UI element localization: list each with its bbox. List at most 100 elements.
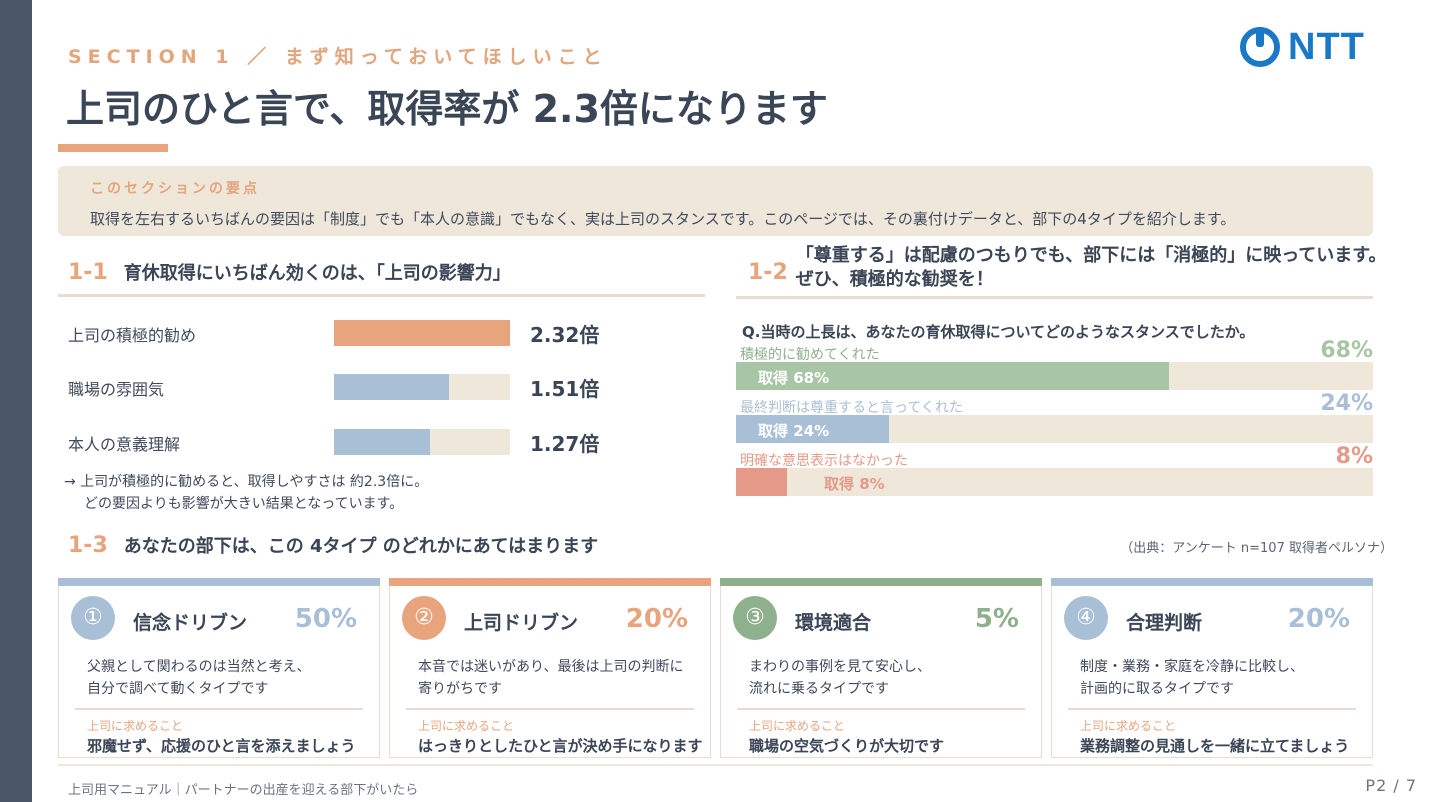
section-1-3-title: あなたの部下は、この 4タイプ のどれかにあてはまります bbox=[123, 536, 599, 557]
footer-rule bbox=[58, 764, 1373, 766]
stance-fill bbox=[736, 468, 787, 496]
card-top-accent bbox=[389, 578, 711, 586]
summary-text: 取得を左右するいちばんの要因は「制度」でも「本人の意識」でもなく、実は上司のスタ… bbox=[90, 210, 1236, 228]
persona-card: ③ 環境適合 5% まわりの事例を見て安心し、 流れに乗るタイプです 上司に求め… bbox=[720, 578, 1042, 758]
influence-note: → 上司が積極的に勧めると、取得しやすさは 約2.3倍に。 どの要因よりも影響が… bbox=[64, 471, 428, 515]
card-description: 本音では迷いがあり、最後は上司の判断に 寄りがちです bbox=[418, 656, 683, 700]
stance-bar-label: 取得 68% bbox=[758, 369, 830, 387]
section-1-2-rule bbox=[736, 296, 1373, 299]
section-1-2-heading: 1-2 「尊重する」は配慮のつもりでも、部下には「消極的」に映っています。 ぜひ… bbox=[748, 244, 1387, 292]
card-ask-label: 上司に求めること bbox=[1080, 719, 1177, 733]
card-percent: 20% bbox=[625, 604, 688, 634]
influence-bar-label: 本人の意義理解 bbox=[68, 435, 181, 454]
side-accent-bar bbox=[0, 0, 32, 802]
influence-bar-label: 上司の積極的勧め bbox=[68, 326, 197, 345]
stance-label: 最終判断は尊重すると言ってくれた bbox=[740, 400, 963, 416]
card-number-badge: ① bbox=[71, 596, 115, 640]
footer-text: 上司用マニュアル｜パートナーの出産を迎える部下がいたら bbox=[68, 783, 419, 798]
card-ask-label: 上司に求めること bbox=[87, 719, 184, 733]
influence-bar-track bbox=[334, 429, 510, 455]
card-description-line: 自分で調べて動くタイプです bbox=[87, 681, 269, 697]
card-number-badge: ③ bbox=[733, 596, 777, 640]
card-description-line: 流れに乗るタイプです bbox=[749, 681, 889, 697]
influence-bar-row: 職場の雰囲気 1.51倍 bbox=[68, 373, 628, 401]
card-description: まわりの事例を見て安心し、 流れに乗るタイプです bbox=[749, 656, 931, 700]
card-description-line: 本音では迷いがあり、最後は上司の判断に bbox=[418, 659, 684, 675]
stance-fill bbox=[736, 362, 1170, 390]
influence-bar-fill bbox=[334, 374, 449, 400]
card-percent: 20% bbox=[1287, 604, 1350, 634]
section-1-3-heading: 1-3 あなたの部下は、この 4タイプ のどれかにあてはまります bbox=[68, 533, 598, 559]
section-1-2-title: 「尊重する」は配慮のつもりでも、部下には「消極的」に映っています。 ぜひ、積極的… bbox=[796, 244, 1387, 292]
persona-card: ④ 合理判断 20% 制度・業務・家庭を冷静に比較し、 計画的に取るタイプです … bbox=[1051, 578, 1373, 758]
stance-fill bbox=[736, 415, 889, 443]
stance-bar-label: 取得 24% bbox=[758, 422, 830, 440]
persona-card: ① 信念ドリブン 50% 父親として関わるのは当然と考え、 自分で調べて動くタイ… bbox=[58, 578, 380, 758]
stance-percent: 24% bbox=[1320, 391, 1373, 416]
card-top-accent bbox=[1051, 578, 1373, 586]
summary-box: このセクションの要点 取得を左右するいちばんの要因は「制度」でも「本人の意識」で… bbox=[58, 166, 1373, 236]
stance-row: 最終判断は尊重すると言ってくれた 24% 取得 24% bbox=[736, 391, 1373, 453]
card-top-accent bbox=[720, 578, 1042, 586]
card-description-line: 父親として関わるのは当然と考え、 bbox=[87, 659, 311, 675]
summary-label: このセクションの要点 bbox=[90, 181, 260, 197]
source-note: （出典：アンケート n=107 取得者ペルソナ） bbox=[1120, 541, 1393, 556]
section-1-1-rule bbox=[58, 294, 705, 297]
section-1-3-number: 1-3 bbox=[68, 533, 108, 558]
card-divider bbox=[737, 708, 1025, 710]
survey-question: Q.当時の上長は、あなたの育休取得についてどのようなスタンスでしたか。 bbox=[742, 323, 1255, 341]
card-divider bbox=[75, 708, 363, 710]
influence-bar-value: 1.27倍 bbox=[530, 432, 600, 456]
stance-row: 明確な意思表示はなかった 8% 取得 8% bbox=[736, 444, 1373, 506]
card-percent: 50% bbox=[294, 604, 357, 634]
section-1-2-number: 1-2 bbox=[748, 260, 788, 285]
influence-note-line: → 上司が積極的に勧めると、取得しやすさは 約2.3倍に。 bbox=[64, 474, 429, 490]
ntt-logo-text: NTT bbox=[1288, 25, 1365, 68]
card-description-line: 制度・業務・家庭を冷静に比較し、 bbox=[1080, 659, 1304, 675]
influence-bar-fill bbox=[334, 429, 431, 455]
card-ask: はっきりとしたひと言が決め手になります bbox=[418, 737, 703, 755]
ntt-logo-mark-icon bbox=[1240, 27, 1280, 67]
stance-label: 積極的に勧めてくれた bbox=[740, 347, 880, 363]
influence-bar-label: 職場の雰囲気 bbox=[68, 380, 165, 399]
stance-track: 取得 24% bbox=[736, 415, 1373, 443]
card-percent: 5% bbox=[974, 604, 1019, 634]
card-ask-label: 上司に求めること bbox=[418, 719, 515, 733]
stance-bar-label: 取得 8% bbox=[824, 475, 885, 493]
card-number-badge: ④ bbox=[1064, 596, 1108, 640]
influence-bar-track bbox=[334, 320, 510, 346]
influence-bar-value: 2.32倍 bbox=[530, 323, 600, 347]
card-description: 制度・業務・家庭を冷静に比較し、 計画的に取るタイプです bbox=[1080, 656, 1304, 700]
influence-bar-fill bbox=[334, 320, 510, 346]
card-ask: 邪魔せず、応援のひと言を添えましょう bbox=[87, 737, 356, 755]
card-description-line: 計画的に取るタイプです bbox=[1080, 681, 1234, 697]
stance-percent: 68% bbox=[1320, 338, 1373, 363]
section-label: SECTION 1 ／ まず知っておいてほしいこと bbox=[68, 46, 608, 68]
stance-track: 取得 8% bbox=[736, 468, 1373, 496]
card-name: 合理判断 bbox=[1126, 612, 1203, 634]
stance-percent: 8% bbox=[1335, 444, 1373, 469]
card-divider bbox=[1068, 708, 1356, 710]
card-ask: 職場の空気づくりが大切です bbox=[749, 737, 945, 755]
title-underline bbox=[58, 144, 168, 152]
section-1-2-title-line: 「尊重する」は配慮のつもりでも、部下には「消極的」に映っています。 bbox=[795, 245, 1387, 266]
ntt-logo: NTT bbox=[1240, 26, 1365, 68]
card-description-line: まわりの事例を見て安心し、 bbox=[749, 659, 931, 675]
influence-note-line: どの要因よりも影響が大きい結果となっています。 bbox=[84, 496, 404, 512]
card-description-line: 寄りがちです bbox=[418, 681, 502, 697]
section-1-1-number: 1-1 bbox=[68, 260, 108, 285]
stance-label: 明確な意思表示はなかった bbox=[740, 453, 908, 469]
card-ask-label: 上司に求めること bbox=[749, 719, 846, 733]
influence-bar-track bbox=[334, 374, 510, 400]
card-top-accent bbox=[58, 578, 380, 586]
page-title: 上司のひと言で、取得率が 2.3倍になります bbox=[66, 87, 828, 131]
card-name: 環境適合 bbox=[795, 612, 872, 634]
influence-bar-row: 本人の意義理解 1.27倍 bbox=[68, 428, 628, 456]
card-name: 信念ドリブン bbox=[133, 612, 248, 634]
card-description: 父親として関わるのは当然と考え、 自分で調べて動くタイプです bbox=[87, 656, 311, 700]
section-1-1-heading: 1-1 育休取得にいちばん効くのは、「上司の影響力」 bbox=[68, 260, 511, 286]
persona-card: ② 上司ドリブン 20% 本音では迷いがあり、最後は上司の判断に 寄りがちです … bbox=[389, 578, 711, 758]
card-ask: 業務調整の見通しを一緒に立てましょう bbox=[1080, 737, 1350, 755]
card-number-badge: ② bbox=[402, 596, 446, 640]
card-name: 上司ドリブン bbox=[464, 612, 579, 634]
